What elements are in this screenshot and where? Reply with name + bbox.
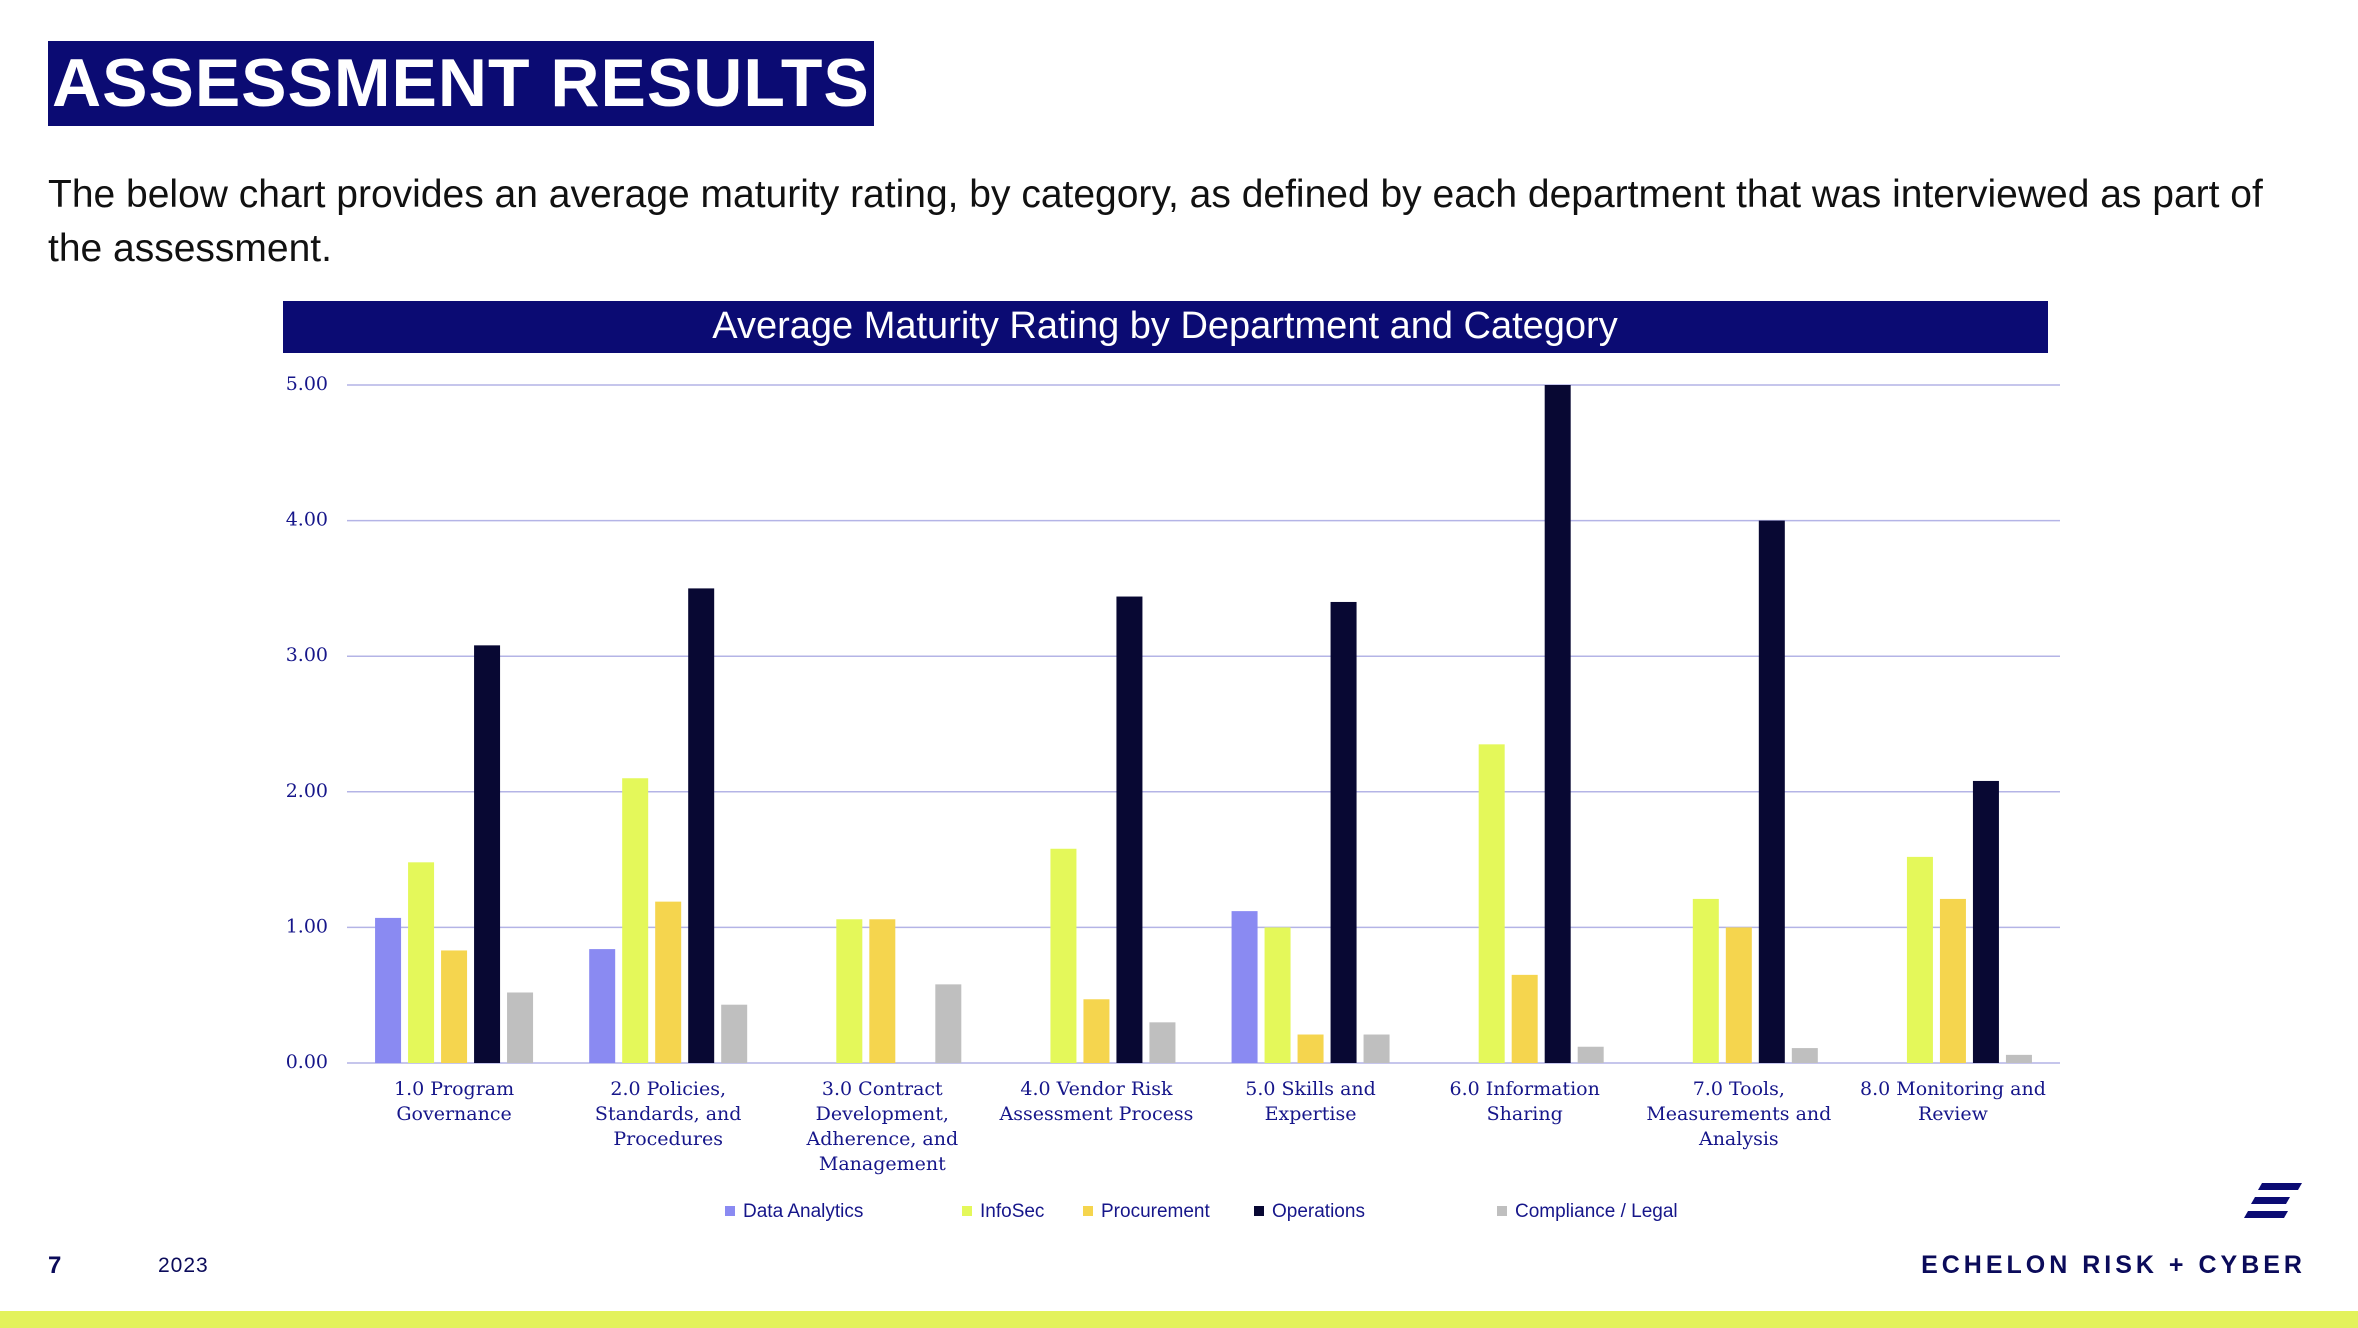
legend-label: Data Analytics: [743, 1201, 863, 1222]
bar: [1083, 999, 1110, 1063]
legend-swatch: [1497, 1206, 1507, 1216]
bar: [836, 919, 863, 1063]
y-tick-label: 0.00: [286, 1051, 328, 1073]
page-number: 7: [48, 1252, 62, 1279]
bar: [1050, 848, 1077, 1063]
bar: [1264, 927, 1291, 1063]
bar: [1297, 1034, 1324, 1063]
chart-title: Average Maturity Rating by Department an…: [712, 305, 1617, 347]
bar: [474, 645, 501, 1063]
bar: [1330, 601, 1357, 1063]
y-tick-label: 2.00: [286, 780, 328, 802]
x-tick-label: 5.0 Skills and Expertise: [1245, 1078, 1376, 1125]
bar: [1725, 927, 1752, 1063]
bar: [1544, 385, 1571, 1063]
legend-label: Compliance / Legal: [1515, 1201, 1678, 1222]
bar: [507, 992, 534, 1063]
y-tick-label: 1.00: [286, 915, 328, 937]
bar: [869, 919, 896, 1063]
x-tick-label: 4.0 Vendor Risk Assessment Process: [999, 1078, 1194, 1125]
bar: [441, 950, 468, 1063]
x-tick-label: 1.0 Program Governance: [393, 1078, 515, 1125]
legend-label: Procurement: [1101, 1201, 1210, 1222]
brand: ECHELON RISK + CYBER: [1921, 1251, 2306, 1279]
bar: [408, 862, 435, 1063]
bar: [375, 917, 402, 1063]
footer-strip: [0, 1311, 2358, 1328]
bar: [935, 984, 962, 1063]
legend-swatch: [725, 1206, 735, 1216]
bar: [1692, 898, 1719, 1063]
bar: [1939, 898, 1966, 1063]
bar: [1972, 780, 1999, 1063]
bar: [1116, 596, 1143, 1063]
legend-label: Operations: [1272, 1201, 1365, 1222]
bar: [1231, 911, 1258, 1063]
bar: [2005, 1054, 2032, 1063]
bar: [1511, 974, 1538, 1063]
footer-year: 2023: [158, 1254, 209, 1277]
chart-title-bar: [283, 301, 2048, 353]
bar: [655, 901, 682, 1063]
legend-label: InfoSec: [980, 1201, 1044, 1222]
logo: [2244, 1183, 2302, 1218]
bar: [1577, 1046, 1604, 1063]
bar: [1906, 856, 1933, 1063]
legend-swatch: [1083, 1206, 1093, 1216]
bar: [622, 778, 649, 1063]
bar: [1149, 1022, 1176, 1063]
x-tick-label: 3.0 Contract Development, Adherence, and…: [806, 1078, 959, 1175]
bar: [1791, 1048, 1818, 1063]
bar: [1363, 1034, 1390, 1063]
legend-swatch: [1254, 1206, 1264, 1216]
bar: [721, 1004, 748, 1063]
y-tick-label: 5.00: [286, 373, 328, 395]
x-tick-label: 6.0 Information Sharing: [1449, 1078, 1600, 1125]
bar: [1478, 744, 1505, 1063]
bar: [688, 588, 715, 1063]
x-tick-label: 8.0 Monitoring and Review: [1860, 1078, 2046, 1125]
y-tick-label: 3.00: [286, 644, 328, 666]
bar: [589, 949, 616, 1063]
x-tick-label: 2.0 Policies, Standards, and Procedures: [594, 1078, 742, 1150]
bar: [1758, 520, 1785, 1063]
slide-title: ASSESSMENT RESULTS: [48, 41, 874, 126]
legend-swatch: [962, 1206, 972, 1216]
x-tick-label: 7.0 Tools, Measurements and Analysis: [1646, 1078, 1832, 1150]
intro-text: The below chart provides an average matu…: [48, 173, 2263, 270]
y-tick-label: 4.00: [286, 509, 328, 531]
